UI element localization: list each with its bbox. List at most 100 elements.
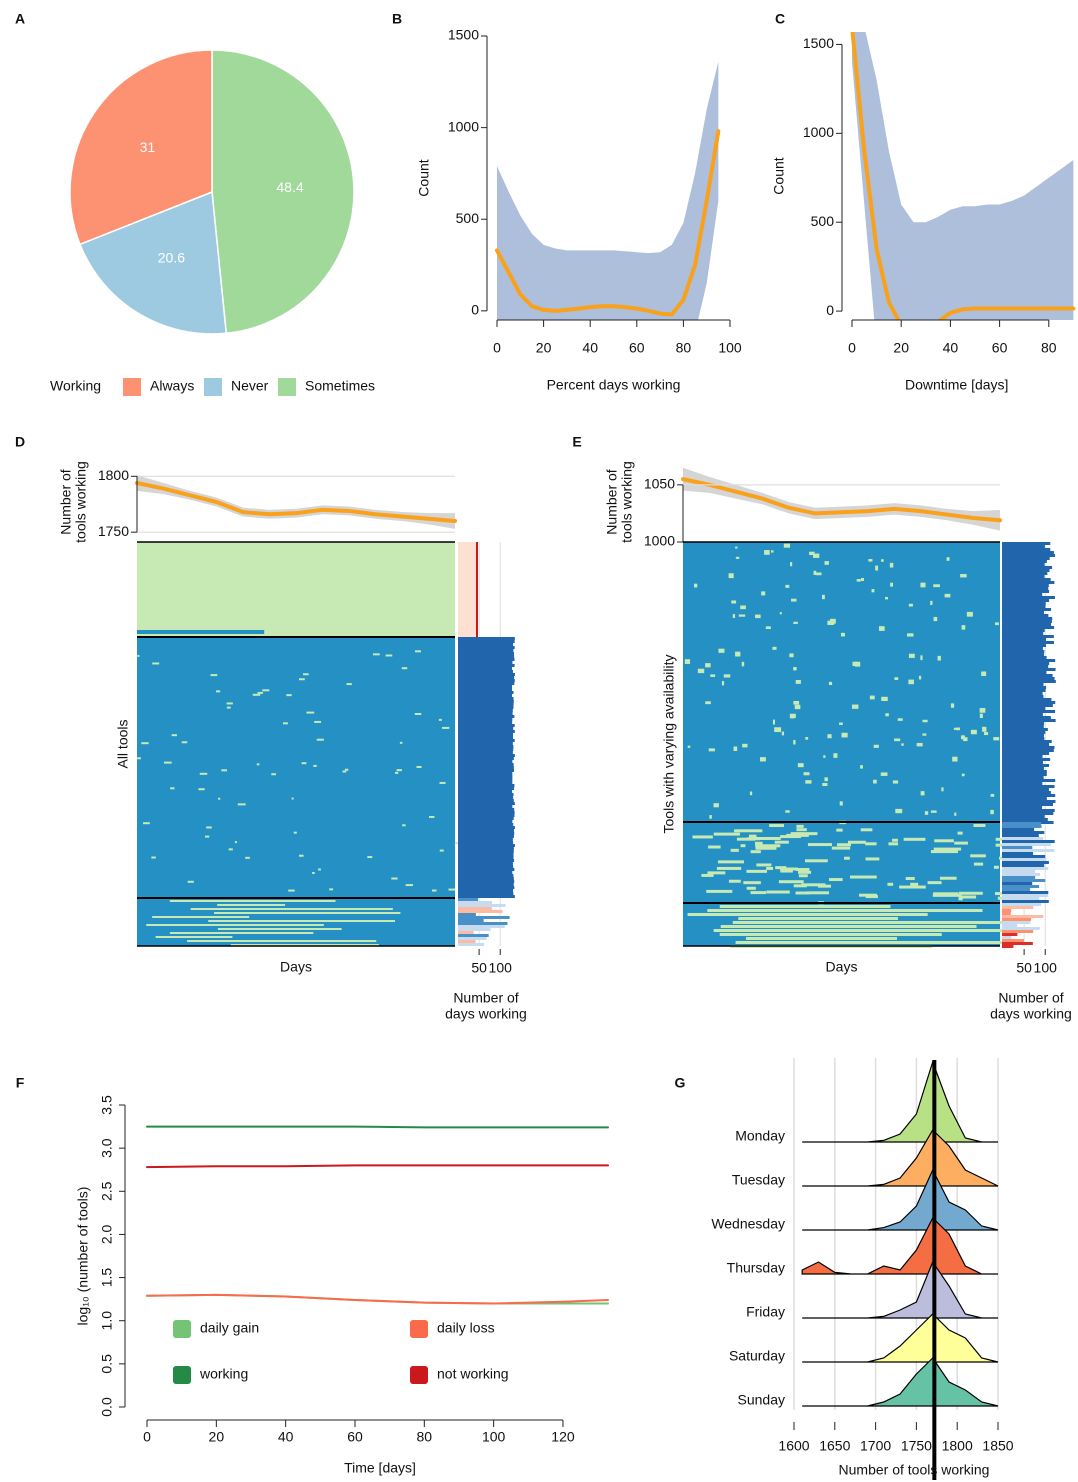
heatmap-cell	[961, 625, 966, 630]
heatmap-cell	[256, 763, 260, 766]
heatmap-cell	[401, 667, 408, 670]
side-bar	[458, 847, 514, 850]
heatmap-cell	[803, 772, 810, 776]
heatmap-cell	[840, 632, 845, 637]
series-line	[146, 1293, 610, 1305]
side-bar	[1002, 602, 1046, 605]
side-bar	[458, 826, 515, 829]
side-bar	[1002, 939, 1024, 942]
side-bar	[458, 667, 513, 670]
plot	[495, 61, 721, 320]
side-bar	[1002, 852, 1034, 855]
heatmap-cell	[779, 612, 782, 615]
heatmap-cell	[719, 905, 891, 908]
side-label: Number of	[998, 990, 1063, 1006]
heatmap-cell	[152, 916, 250, 918]
heatmap-cell	[875, 565, 879, 571]
side-bar	[458, 862, 513, 865]
side-bar	[458, 889, 514, 892]
side-bar	[458, 799, 514, 802]
heatmap-cell	[252, 693, 261, 696]
heatmap-cell	[823, 755, 826, 758]
heatmap-cell	[797, 763, 804, 768]
heatmap-cell	[920, 655, 923, 661]
heatmap-cell	[765, 626, 771, 630]
side-bar	[1002, 921, 1031, 924]
heatmap-cell	[187, 880, 194, 883]
heatmap-cell	[710, 674, 716, 677]
side-bar	[1002, 695, 1044, 698]
confidence-band	[683, 467, 1000, 531]
side-bar	[458, 793, 514, 796]
heatmap-cell	[732, 614, 736, 619]
heatmap-cell	[697, 668, 705, 674]
heatmap-cell	[878, 626, 885, 631]
heatmap-cell	[990, 809, 994, 815]
side-bar	[1002, 632, 1044, 635]
heatmap-cell	[933, 616, 938, 622]
heatmap-cell	[288, 889, 295, 892]
heatmap-cell	[742, 743, 748, 748]
side-bar	[1002, 566, 1053, 569]
heatmap-cell	[208, 920, 396, 922]
heatmap-cell	[888, 842, 899, 846]
side-bar	[458, 700, 514, 703]
heatmap-cell	[385, 654, 393, 657]
y-tick-label: Thursday	[727, 1260, 785, 1276]
side-bar	[458, 787, 515, 790]
x-axis-label: Percent days working	[547, 377, 681, 393]
side-bar	[1002, 749, 1054, 752]
y-tick-label: 1000	[803, 124, 834, 140]
y-tick-label: 1000	[644, 533, 675, 549]
heatmap-cell	[416, 765, 422, 768]
heatmap-cell	[865, 857, 880, 861]
side-bar	[1002, 548, 1051, 551]
side-bar	[1002, 930, 1034, 933]
side-bar	[1002, 647, 1043, 650]
heatmap-cell	[750, 891, 767, 895]
side-bar	[1002, 767, 1044, 770]
heatmap-cell	[226, 706, 231, 709]
slice-label: 31	[140, 139, 156, 155]
side-bar	[1002, 782, 1043, 785]
y-tick-label: 1500	[803, 35, 834, 51]
x-tick-label: 40	[278, 1429, 294, 1445]
y-tick-label: 1750	[98, 523, 129, 539]
side-bar	[1002, 542, 1051, 545]
ridge	[801, 1216, 998, 1275]
x-tick-label: 60	[347, 1429, 363, 1445]
side-bar	[458, 805, 513, 808]
side-bar	[1002, 758, 1051, 761]
y-axis-label: tools working	[619, 461, 635, 543]
heatmap-cell	[822, 782, 828, 787]
y-tick-label: 1.5	[99, 1268, 115, 1288]
x-tick-label: 120	[551, 1429, 575, 1445]
heatmap-cell	[937, 655, 941, 661]
heatmap-cell	[798, 870, 812, 874]
side-bar	[1002, 725, 1044, 728]
heatmap-cell	[918, 675, 922, 680]
side-bar	[458, 940, 476, 943]
side-bar	[1002, 867, 1049, 870]
heatmap-cell	[205, 835, 210, 838]
side-bar	[458, 916, 510, 919]
heatmap-cell	[851, 704, 859, 709]
side-bar	[458, 886, 515, 889]
heatmap-cell	[754, 841, 763, 845]
heatmap-cell	[746, 886, 756, 890]
heatmap-cell	[793, 621, 798, 624]
heatmap-cell	[190, 908, 393, 910]
heatmap-cell	[692, 835, 713, 839]
heatmap-cell	[890, 582, 893, 587]
heatmap-cell	[137, 542, 455, 637]
side-bar	[1002, 834, 1039, 837]
side-bar	[1002, 689, 1046, 692]
side-bar	[1002, 701, 1056, 704]
heatmap-cell	[905, 877, 915, 881]
heatmap-cell	[415, 650, 421, 653]
y-tick-label: 1050	[644, 476, 675, 492]
side-bar	[458, 877, 514, 880]
heatmap-cell	[170, 787, 175, 790]
heatmap-cell	[306, 711, 315, 714]
heatmap-cell	[958, 895, 977, 899]
